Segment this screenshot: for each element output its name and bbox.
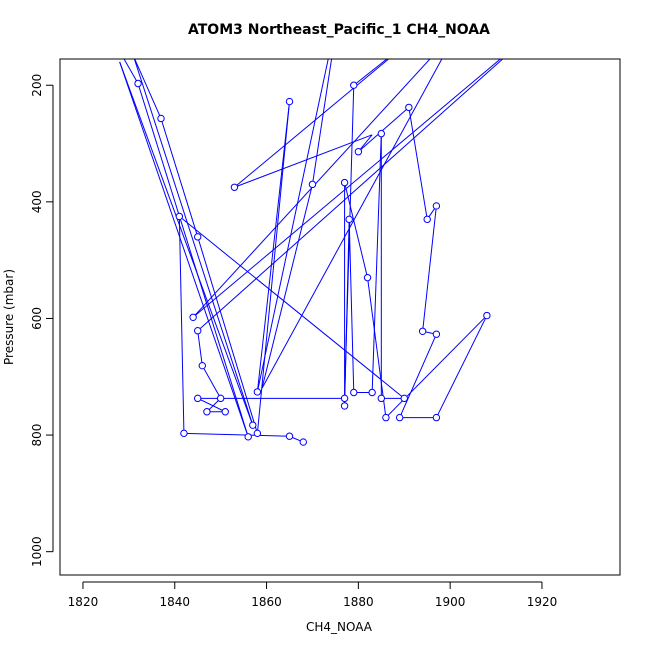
data-point: [285, 432, 294, 440]
y-tick-label: 600: [30, 307, 44, 330]
data-point: [418, 327, 427, 335]
data-point: [363, 273, 372, 282]
x-tick-label: 1920: [527, 595, 558, 609]
series-line-segment: [256, 101, 291, 392]
series-line-segment: [197, 397, 226, 413]
data-point: [157, 114, 165, 123]
series-line-segment: [134, 59, 162, 119]
data-point: [180, 429, 188, 438]
data-point: [189, 313, 197, 321]
data-point: [134, 79, 142, 88]
series-line-segment: [201, 365, 222, 399]
data-point: [400, 394, 408, 403]
series-line-segment: [344, 219, 350, 406]
data-point: [175, 212, 184, 221]
chart-title: ATOM3 Northeast_Pacific_1 CH4_NOAA: [188, 22, 490, 38]
series-line-segment: [119, 61, 249, 437]
data-markers: [134, 79, 491, 446]
series-line-segment: [178, 216, 185, 434]
data-point: [368, 388, 376, 397]
data-point: [198, 361, 206, 370]
series-line-segment: [311, 59, 333, 185]
data-point: [405, 103, 413, 112]
series-line-segment: [197, 330, 203, 366]
series-line-segment: [422, 205, 437, 332]
y-tick-label: 400: [30, 190, 44, 213]
series-line-segment: [261, 184, 313, 389]
data-point: [432, 413, 441, 422]
data-point: [221, 408, 229, 416]
data-point: [432, 202, 441, 210]
data-point: [216, 394, 225, 403]
y-tick-label: 200: [30, 74, 44, 97]
series-line-segment: [358, 107, 410, 153]
x-tick-label: 1860: [251, 595, 282, 609]
data-point: [377, 129, 386, 138]
data-point: [432, 330, 441, 338]
y-axis-label: Pressure (mbar): [2, 269, 16, 365]
x-tick-label: 1840: [159, 595, 190, 609]
data-point: [483, 311, 491, 320]
series-line-segment: [197, 59, 504, 332]
series-line-segment: [256, 59, 329, 393]
series-line-segment: [234, 59, 390, 188]
series-line-segment: [435, 315, 488, 418]
y-tick-label: 1000: [30, 536, 44, 567]
series-line-segment: [192, 59, 431, 318]
data-point: [285, 97, 294, 106]
series-line-segment: [371, 133, 382, 393]
series-line-segment: [133, 59, 254, 426]
data-point: [203, 408, 211, 416]
plot-frame: [59, 58, 621, 576]
data-point: [244, 433, 252, 441]
series-line-segment: [137, 83, 249, 437]
series-line-segment: [123, 59, 139, 84]
data-point: [308, 180, 317, 189]
series-line-segment: [399, 333, 437, 418]
axis-ticks: 1820 1840 1860 1880 1900 1920 200 400 600 800 1000: [30, 74, 557, 609]
data-point: [340, 394, 349, 403]
series-line-segment: [261, 59, 443, 389]
data-point: [340, 178, 349, 187]
data-point: [382, 413, 390, 422]
data-point: [350, 81, 358, 89]
data-series: [119, 59, 504, 443]
data-point: [354, 148, 363, 156]
data-point: [253, 429, 262, 438]
data-point: [249, 421, 257, 429]
series-line-segment: [256, 101, 291, 434]
data-point: [194, 394, 202, 403]
series-line-segment: [179, 216, 405, 399]
data-point: [350, 388, 358, 397]
data-point: [299, 438, 307, 446]
x-tick-label: 1900: [435, 595, 466, 609]
series-line-segment: [408, 107, 428, 220]
data-point: [194, 327, 202, 335]
data-point: [253, 388, 262, 396]
series-line-segment: [234, 134, 373, 188]
data-point: [377, 394, 386, 403]
series-line-segment: [160, 118, 199, 237]
series-line-segment: [197, 236, 258, 434]
x-tick-label: 1820: [68, 595, 99, 609]
series-line-segment: [192, 59, 502, 318]
data-point: [395, 413, 404, 422]
data-point: [345, 215, 353, 224]
data-point: [340, 402, 349, 410]
x-axis-label: CH4_NOAA: [306, 620, 373, 634]
series-line-segment: [119, 61, 254, 426]
series-line-segment: [183, 432, 290, 437]
y-tick-label: 800: [30, 424, 44, 447]
data-point: [194, 233, 202, 241]
series-line-segment: [367, 277, 387, 418]
series-line-segment: [353, 59, 388, 86]
data-point: [423, 215, 431, 224]
series-line-segment: [348, 219, 355, 393]
data-point: [230, 183, 239, 191]
series-line-segment: [344, 182, 369, 278]
x-tick-label: 1880: [343, 595, 374, 609]
